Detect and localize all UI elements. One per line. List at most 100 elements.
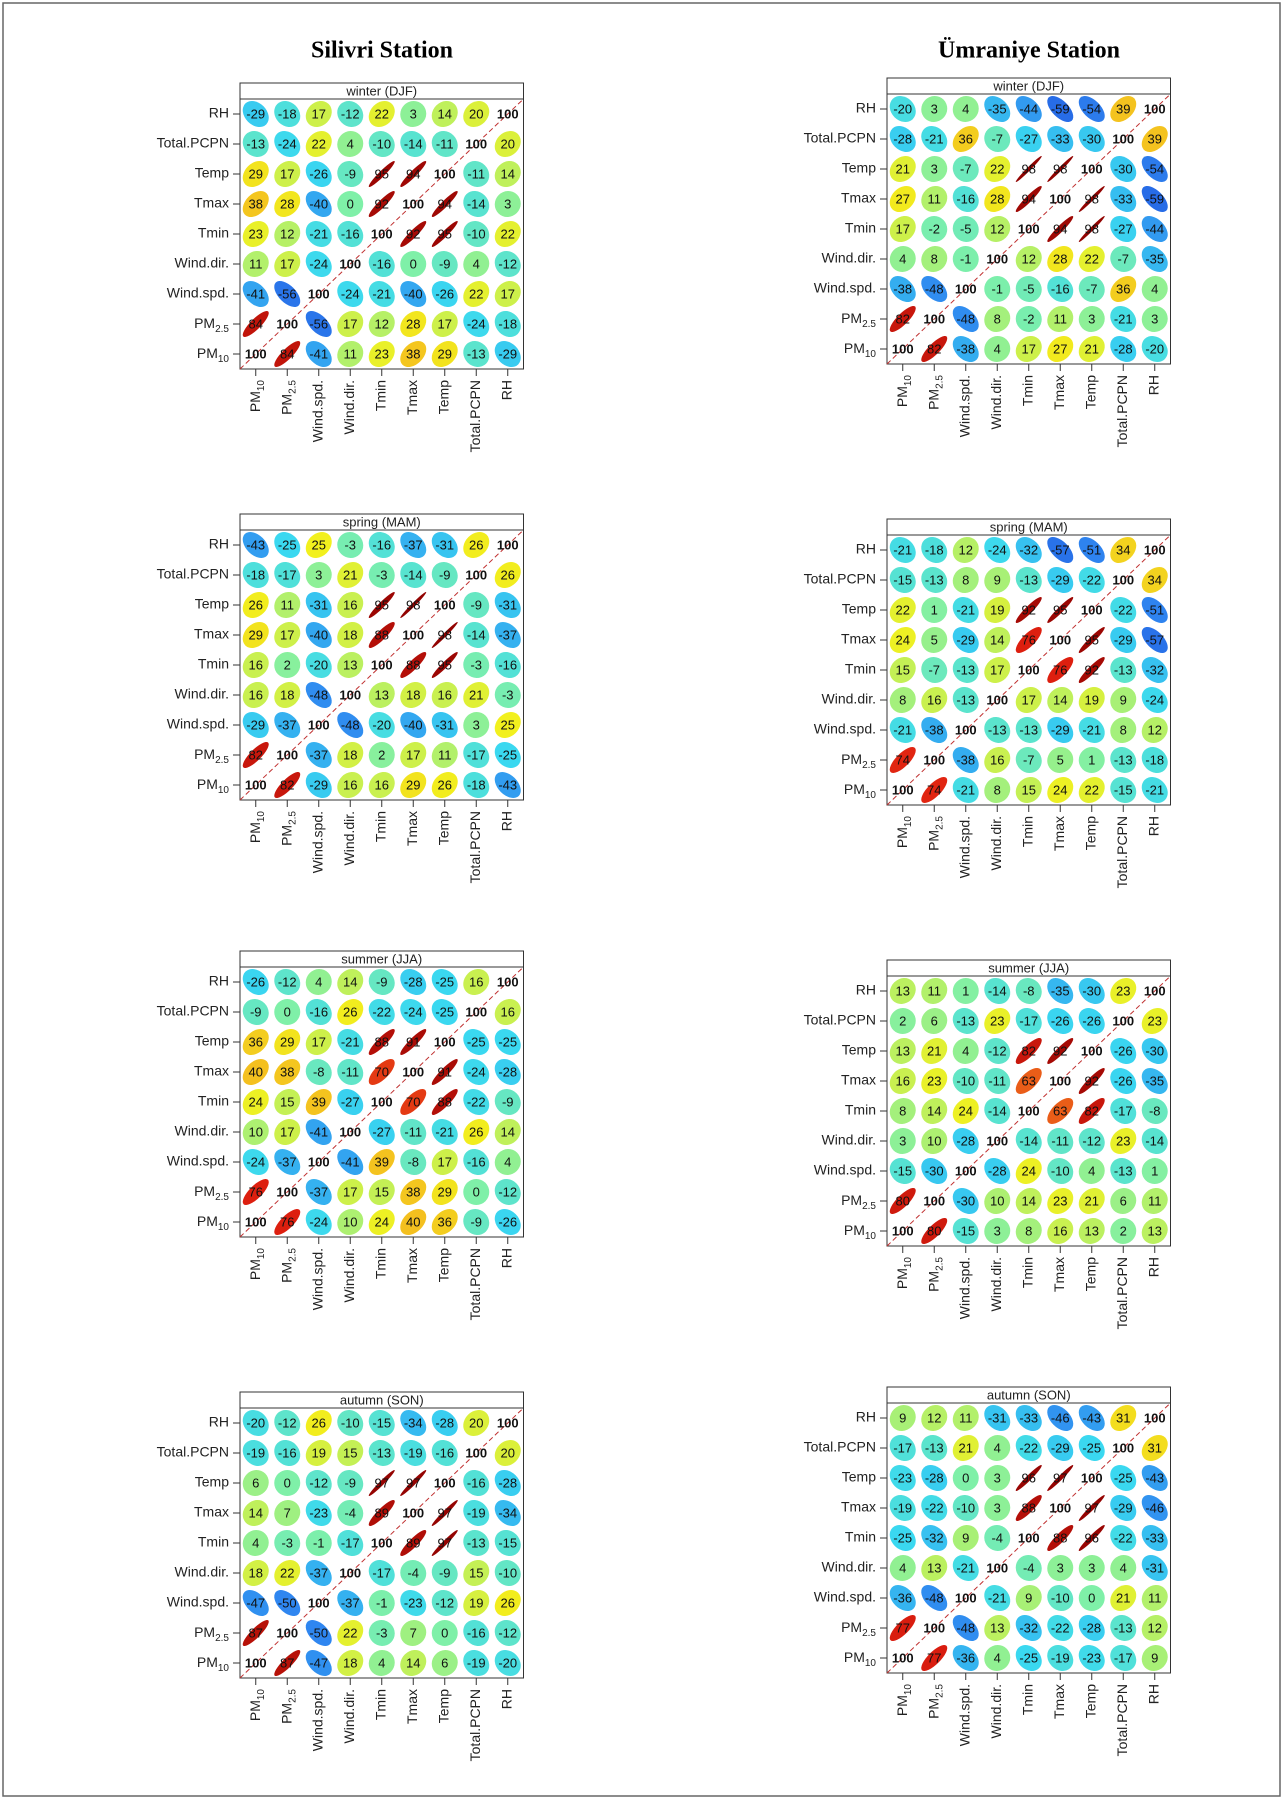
value-label: 88 — [375, 1034, 389, 1049]
value-label: -10 — [467, 226, 486, 241]
correlation-ellipse — [889, 1584, 916, 1611]
correlation-ellipse — [337, 1209, 364, 1236]
correlation-ellipse — [889, 1555, 916, 1582]
value-label: 82 — [1022, 1043, 1036, 1058]
correlation-ellipse — [274, 1209, 301, 1236]
value-label: -16 — [467, 1475, 486, 1490]
correlation-ellipse — [431, 712, 458, 739]
correlation-ellipse — [337, 998, 364, 1025]
value-label: -22 — [925, 1500, 944, 1515]
correlation-ellipse — [431, 310, 458, 337]
value-label: 11 — [928, 983, 942, 998]
value-label: 4 — [994, 1650, 1001, 1665]
axis-label: PM10 — [844, 1222, 877, 1242]
correlation-ellipse — [1015, 746, 1042, 773]
correlation-ellipse — [1015, 1038, 1042, 1065]
correlation-ellipse — [400, 1440, 427, 1467]
value-label: 14 — [927, 1103, 941, 1118]
value-label: -13 — [925, 572, 944, 587]
correlation-ellipse — [952, 537, 979, 564]
correlation-ellipse — [368, 1469, 395, 1496]
value-label: -16 — [372, 256, 391, 271]
correlation-ellipse — [1110, 1404, 1137, 1431]
value-label: 23 — [927, 1073, 941, 1088]
correlation-ellipse — [1078, 126, 1105, 153]
value-label: 100 — [923, 1193, 945, 1208]
label-base: PM — [246, 1259, 262, 1280]
correlation-ellipse — [952, 1615, 979, 1642]
value-label: -38 — [956, 341, 975, 356]
label-sub: 2.5 — [934, 1257, 945, 1271]
value-label: -22 — [1082, 572, 1101, 587]
label-sub: 10 — [256, 1248, 267, 1260]
value-label: 100 — [402, 196, 424, 211]
correlation-ellipse — [431, 281, 458, 308]
panel-title: summer (JJA) — [341, 951, 422, 966]
value-label: 14 — [1022, 1193, 1036, 1208]
value-label: -28 — [893, 131, 912, 146]
value-label: -31 — [435, 717, 454, 732]
value-label: -15 — [1114, 782, 1133, 797]
value-label: 100 — [371, 1094, 393, 1109]
correlation-ellipse — [1015, 566, 1042, 593]
correlation-ellipse — [463, 1119, 490, 1146]
value-label: 91 — [438, 1064, 452, 1079]
value-label: 17 — [312, 106, 326, 121]
diagonal — [886, 1402, 1171, 1674]
value-label: -8 — [313, 1064, 325, 1079]
value-label: 38 — [280, 1064, 294, 1079]
value-label: 3 — [931, 161, 938, 176]
axis-label: RH — [856, 1409, 876, 1425]
label-sub: 10 — [218, 354, 230, 365]
correlation-ellipse — [242, 1469, 269, 1496]
value-label: -30 — [1114, 161, 1133, 176]
value-label: -28 — [1082, 1620, 1101, 1635]
label-sub: 2.5 — [862, 1201, 876, 1212]
correlation-ellipse — [921, 185, 948, 213]
axis-label: Temp — [1082, 1684, 1098, 1718]
axis-label: PM10 — [246, 811, 266, 844]
correlation-ellipse — [431, 190, 458, 217]
correlation-ellipse — [463, 220, 490, 247]
correlation-ellipse — [984, 1157, 1011, 1184]
correlation-ellipse — [952, 1405, 979, 1432]
value-label: -24 — [404, 1004, 423, 1019]
station-header: Ümraniye Station — [938, 38, 1120, 64]
correlation-ellipse — [431, 1620, 458, 1646]
value-label: 92 — [1022, 602, 1036, 617]
value-label: 11 — [281, 597, 295, 612]
value-label: -57 — [1051, 542, 1070, 557]
value-label: 100 — [892, 782, 914, 797]
correlation-ellipse — [1047, 1555, 1074, 1582]
value-label: 18 — [343, 747, 357, 762]
correlation-ellipse — [274, 1029, 301, 1056]
correlation-ellipse — [1141, 1615, 1168, 1642]
correlation-ellipse — [337, 130, 364, 157]
correlation-ellipse — [305, 1029, 332, 1056]
correlation-ellipse — [368, 711, 395, 738]
value-label: -9 — [502, 1094, 514, 1109]
correlation-ellipse — [1110, 156, 1137, 183]
axis-label: Wind.dir. — [988, 1257, 1004, 1311]
value-label: 1 — [931, 602, 938, 617]
value-label: -13 — [956, 1013, 975, 1028]
correlation-ellipse — [242, 532, 269, 559]
correlation-ellipse — [337, 1589, 364, 1616]
correlation-ellipse — [984, 626, 1011, 653]
correlation-ellipse — [921, 686, 948, 713]
correlation-ellipse — [368, 742, 395, 769]
axis-label: Tmin — [1019, 1257, 1035, 1288]
value-label: -21 — [956, 782, 975, 797]
axis-label: Temp — [195, 165, 229, 181]
value-label: 19 — [990, 602, 1004, 617]
correlation-panel: winter (DJF) RH Total.PCPN Temp Tmax Tmin Wind… — [804, 77, 1171, 447]
axis-label: PM10 — [893, 1684, 913, 1717]
value-label: -20 — [309, 657, 328, 672]
correlation-ellipse — [889, 245, 916, 272]
correlation-ellipse — [400, 341, 427, 368]
value-label: 80 — [896, 1193, 910, 1208]
value-label: -20 — [498, 1655, 517, 1670]
correlation-ellipse — [242, 250, 269, 278]
correlation-ellipse — [337, 562, 364, 589]
value-label: 100 — [371, 657, 393, 672]
